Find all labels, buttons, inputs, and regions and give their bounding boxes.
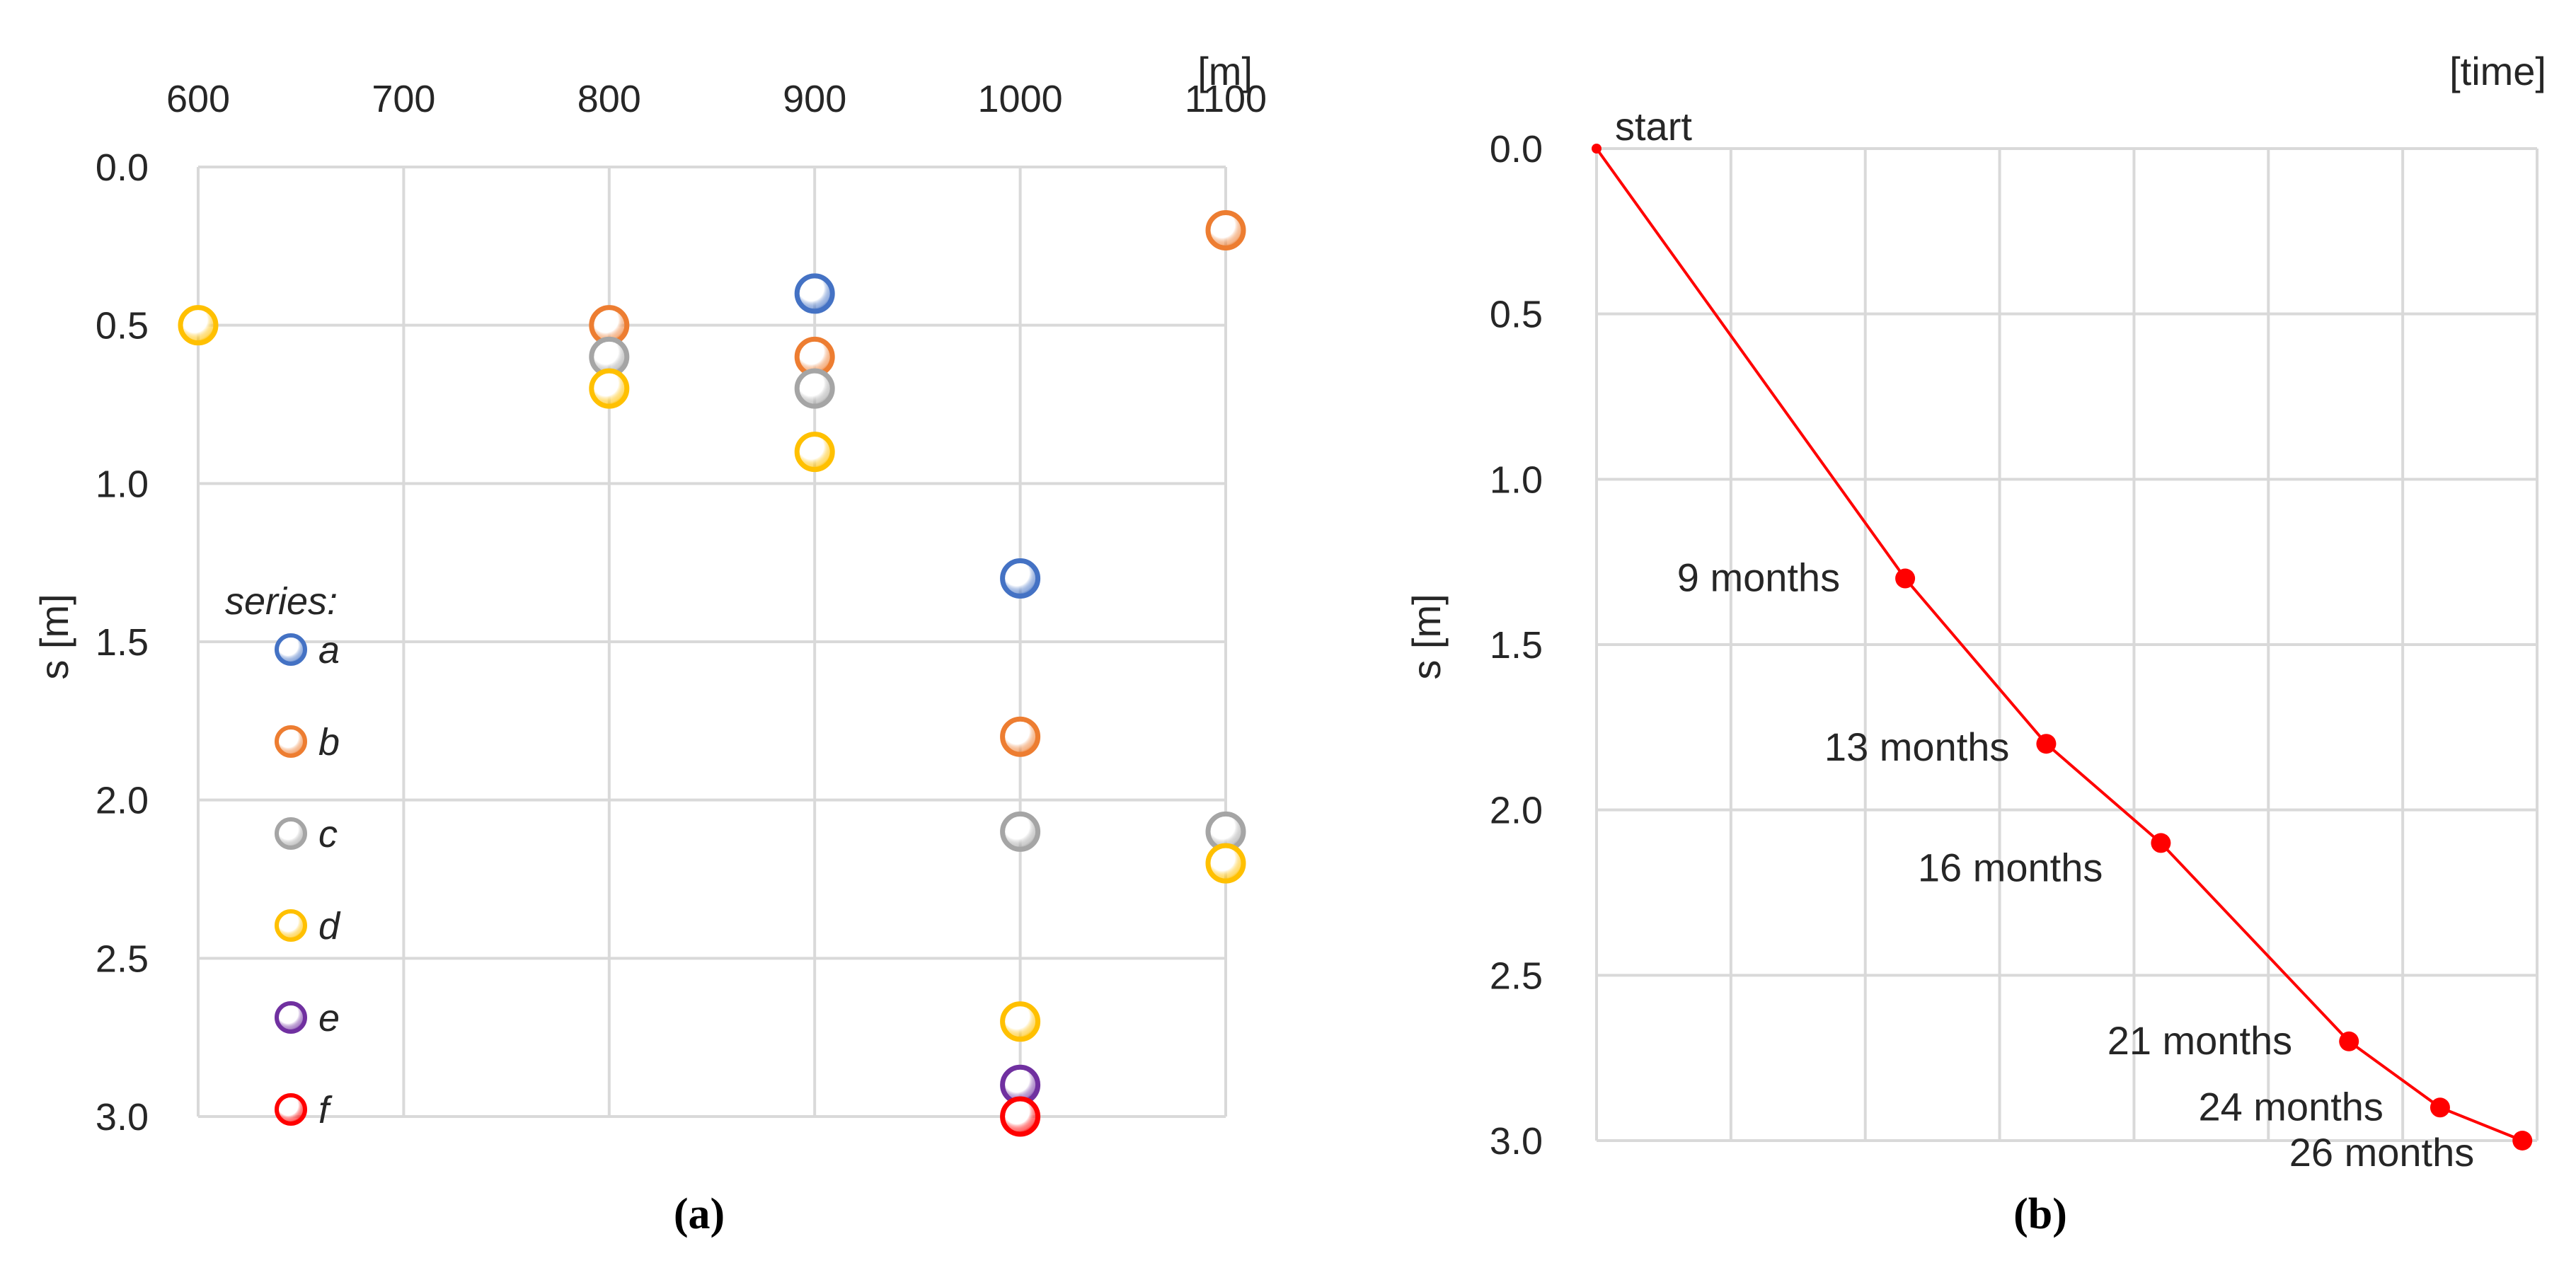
- series-d-point: [1205, 843, 1246, 884]
- panel-a-y-tick-label: 0.0: [96, 146, 149, 189]
- panel-a-x-tick-label: 700: [372, 78, 435, 120]
- panel-a-y-tick-label: 3.0: [96, 1096, 149, 1138]
- legend-label-a: a: [318, 629, 340, 671]
- legend-label-e: e: [318, 997, 340, 1039]
- panel-b-y-tick-label: 0.0: [1490, 128, 1543, 171]
- panel-a-x-tick-label: 600: [166, 78, 230, 120]
- panel-a-grid: [197, 166, 1227, 1118]
- time-point-label: 26 months: [2289, 1130, 2475, 1175]
- legend-marker-d: [275, 909, 307, 942]
- panel-a-y-axis-title: s [m]: [32, 594, 76, 679]
- series-d-point: [589, 368, 630, 409]
- panel-a-y-tick-label: 0.5: [96, 305, 149, 347]
- series-b-point: [1205, 209, 1246, 250]
- panel-a-x-unit-label: [m]: [1197, 49, 1253, 93]
- time-point-marker: [2036, 734, 2057, 754]
- time-point-marker: [2151, 833, 2171, 853]
- legend-label-b: b: [318, 721, 340, 763]
- legend-marker-e: [275, 1001, 307, 1034]
- time-point-label: 16 months: [1918, 845, 2103, 889]
- time-point-label: 21 months: [2108, 1018, 2293, 1063]
- panel-a: 600 700 800 900 1000 1100 0.0 0.5 1.0 1.5 2.0 2.5 3.…: [32, 49, 1267, 1238]
- panel-b-label: (b): [2013, 1190, 2067, 1238]
- panel-b-grid: [1595, 147, 2538, 1142]
- series-d-point: [1000, 1001, 1041, 1042]
- panel-b: 0.0 0.5 1.0 1.5 2.0 2.5 3.0 [time] s [m] start…: [1404, 49, 2546, 1238]
- panel-a-y-tick-label: 2.5: [96, 938, 149, 980]
- panel-b-y-tick-label: 3.0: [1490, 1120, 1543, 1163]
- time-point-marker: [2512, 1131, 2533, 1150]
- panel-a-legend: series: a b c d e f: [225, 580, 341, 1131]
- legend-marker-f: [275, 1093, 307, 1126]
- legend-label-c: c: [318, 813, 338, 855]
- panel-b-ticks: 0.0 0.5 1.0 1.5 2.0 2.5 3.0: [1490, 128, 1543, 1163]
- panel-a-points: [178, 209, 1246, 1137]
- series-c-point: [794, 368, 835, 409]
- panel-a-ticks: 600 700 800 900 1000 1100 0.0 0.5 1.0 1.5 2.0 2.5 3.…: [96, 78, 1267, 1138]
- series-d-point: [794, 432, 835, 473]
- panel-a-x-tick-label: 800: [577, 78, 641, 120]
- legend-marker-a: [275, 633, 307, 666]
- series-b-point: [1000, 716, 1041, 757]
- panel-b-y-tick-label: 1.0: [1490, 459, 1543, 501]
- legend-label-f: f: [318, 1089, 333, 1131]
- legend-marker-b: [275, 725, 307, 758]
- panel-a-y-tick-label: 1.5: [96, 621, 149, 664]
- time-point-label: start: [1615, 104, 1692, 149]
- panel-b-points: start 9 months 13 months 16 months 21 months…: [1592, 104, 2533, 1175]
- panel-b-x-unit-label: [time]: [2449, 49, 2546, 93]
- time-point-label: 24 months: [2198, 1084, 2384, 1129]
- panel-b-y-axis-title: s [m]: [1404, 594, 1449, 679]
- panel-a-y-tick-label: 1.0: [96, 463, 149, 505]
- series-c-point: [1000, 811, 1041, 852]
- panel-b-y-tick-label: 2.5: [1490, 955, 1543, 997]
- time-point-marker: [2339, 1031, 2359, 1051]
- legend-label-d: d: [318, 905, 341, 947]
- time-point-label: 13 months: [1824, 725, 2010, 769]
- panel-a-x-tick-label: 1000: [978, 78, 1063, 120]
- legend-title: series:: [225, 580, 338, 623]
- panel-b-y-tick-label: 0.5: [1490, 294, 1543, 336]
- series-a-point: [1000, 558, 1041, 599]
- time-point-marker: [1592, 144, 1602, 154]
- panel-a-x-tick-label: 1100: [1185, 78, 1267, 120]
- panel-a-y-tick-label: 2.0: [96, 780, 149, 822]
- panel-b-y-tick-label: 2.0: [1490, 790, 1543, 832]
- series-a-point: [794, 273, 835, 314]
- panel-a-x-tick-label: 900: [783, 78, 846, 120]
- time-point-label: 9 months: [1677, 555, 1840, 600]
- legend-marker-c: [275, 817, 307, 850]
- panel-a-label: (a): [674, 1190, 725, 1238]
- series-d-point: [178, 305, 219, 346]
- panel-b-y-tick-label: 1.5: [1490, 624, 1543, 667]
- series-f-point: [1000, 1096, 1041, 1137]
- time-point-marker: [2430, 1097, 2450, 1118]
- time-point-marker: [1895, 568, 1916, 589]
